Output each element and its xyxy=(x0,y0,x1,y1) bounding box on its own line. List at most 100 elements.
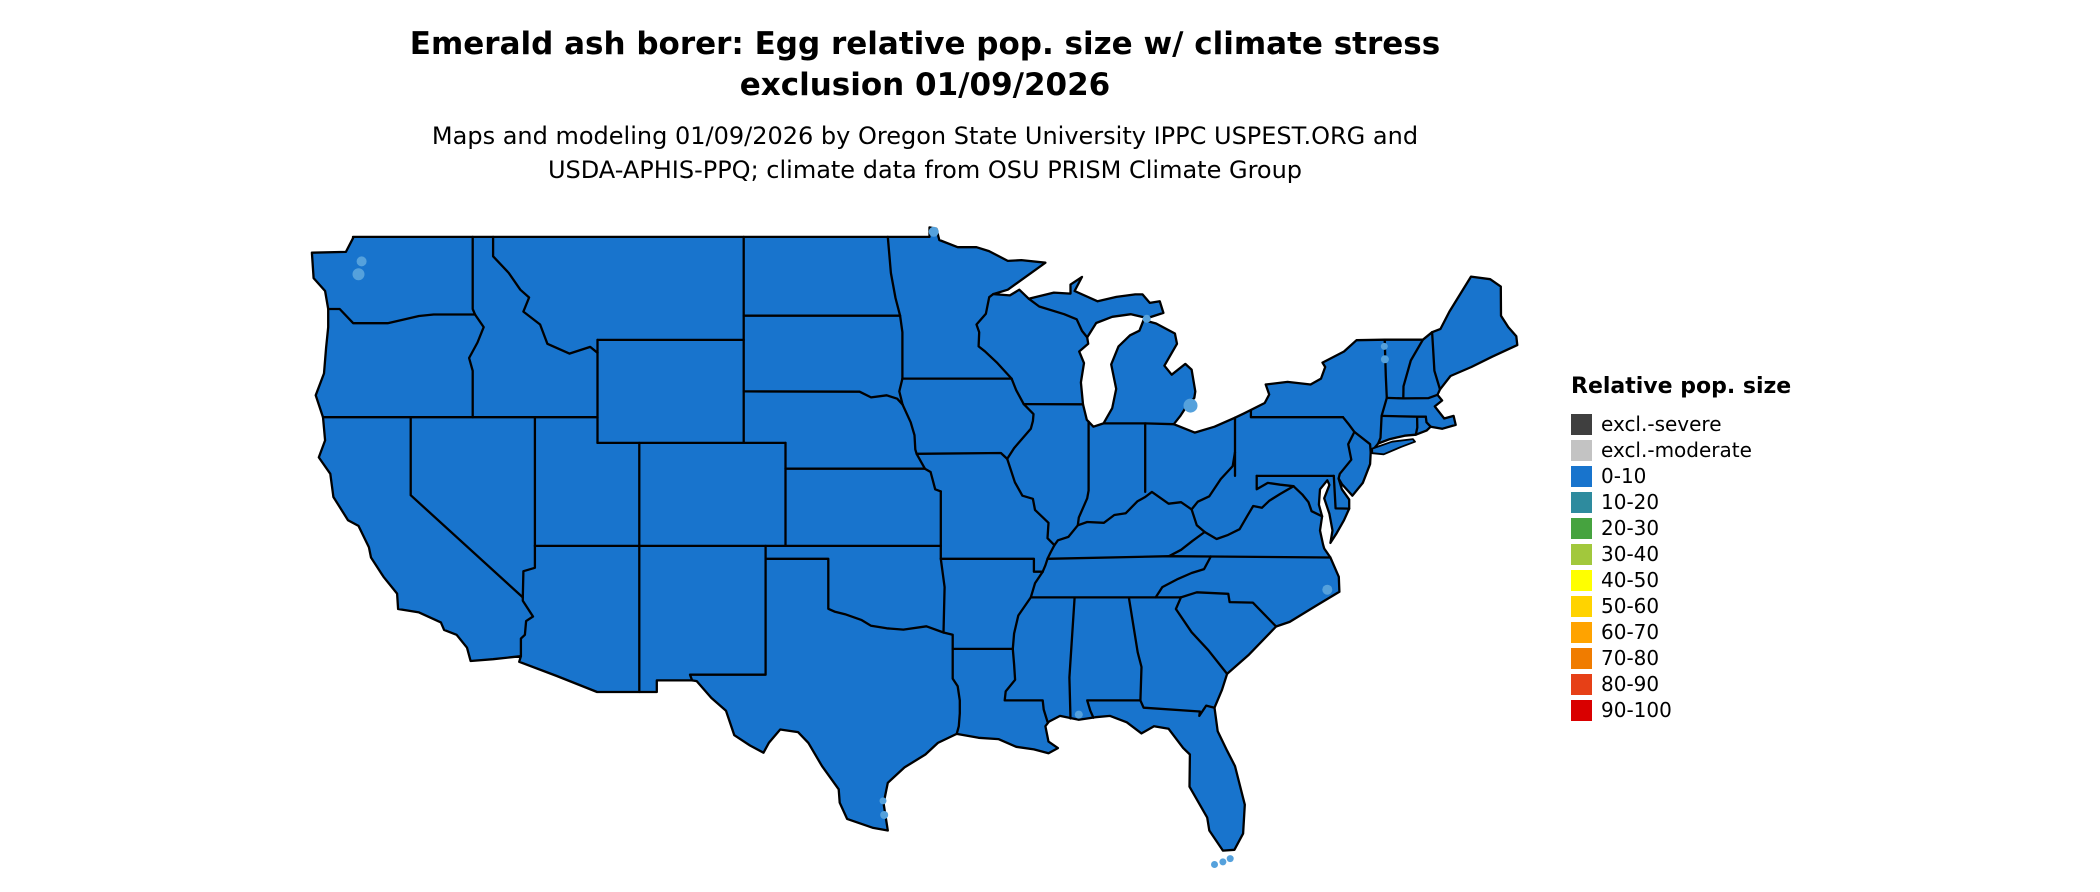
state-border-line xyxy=(1377,338,1388,445)
state-border-line xyxy=(1203,485,1295,541)
map-subtitle-line1: Maps and modeling 01/09/2026 by Oregon S… xyxy=(431,122,1419,150)
legend-label: 30-40 xyxy=(1601,542,1660,566)
water-mark xyxy=(879,797,887,805)
water-mark xyxy=(1183,398,1198,413)
legend-item: 0-10 xyxy=(1571,463,1791,489)
state-border-line xyxy=(467,313,485,419)
water-mark xyxy=(880,811,889,819)
state-border-line xyxy=(491,235,599,355)
state-border-line xyxy=(1102,422,1175,426)
legend-item: excl.-severe xyxy=(1571,411,1791,437)
legend-label: 10-20 xyxy=(1601,490,1660,514)
state-border-line xyxy=(1414,415,1419,436)
legend-item: 20-30 xyxy=(1571,515,1791,541)
state-border-line xyxy=(1154,555,1212,599)
us-map-svg xyxy=(310,226,1519,868)
legend-swatch xyxy=(1571,491,1592,513)
state-border-line xyxy=(1139,699,1216,718)
state-border-line xyxy=(1249,409,1345,419)
legend-label: 60-70 xyxy=(1601,620,1660,644)
state-border-line xyxy=(1068,596,1076,720)
legend-swatch xyxy=(1571,413,1592,435)
legend: Relative pop. size excl.-severe excl.-mod… xyxy=(1571,374,1791,723)
legend-label: excl.-moderate xyxy=(1601,438,1752,462)
state-border-line xyxy=(942,631,961,736)
water-mark xyxy=(1142,314,1151,323)
state-border-line xyxy=(1337,416,1356,480)
legend-swatch xyxy=(1571,595,1592,617)
state-border-line xyxy=(939,557,1044,573)
water-mark xyxy=(356,256,367,267)
state-border-line xyxy=(1027,297,1089,339)
water-mark xyxy=(928,226,939,237)
legend-item: 50-60 xyxy=(1571,593,1791,619)
legend-item: 60-70 xyxy=(1571,619,1791,645)
water-mark xyxy=(1322,584,1333,595)
state-border-line xyxy=(939,557,946,634)
state-border-line xyxy=(1167,530,1206,558)
legend-swatch xyxy=(1571,543,1592,565)
state-border-line xyxy=(764,544,945,634)
state-border-line xyxy=(1332,474,1351,510)
subtitle-block: Maps and modeling 01/09/2026 by Oregon S… xyxy=(0,119,1850,187)
state-border-line xyxy=(1190,508,1206,534)
legend-item: excl.-moderate xyxy=(1571,437,1791,463)
water-mark xyxy=(1074,710,1083,719)
map-title-line2: exclusion 01/09/2026 xyxy=(739,67,1111,103)
state-border-line xyxy=(688,557,767,682)
state-border-line xyxy=(915,451,1009,461)
state-border-line xyxy=(1174,596,1229,676)
state-border-line xyxy=(1179,591,1278,628)
state-border-line xyxy=(1424,415,1432,428)
us-map xyxy=(300,213,1530,885)
state-border-line xyxy=(1076,420,1090,527)
state-border-line xyxy=(1053,451,1237,547)
state-border-line xyxy=(409,416,535,658)
legend-swatch xyxy=(1571,569,1592,591)
map-subtitle-line2: USDA-APHIS-PPQ; climate data from OSU PR… xyxy=(547,156,1303,184)
legend-item: 40-50 xyxy=(1571,567,1791,593)
legend-label: 40-50 xyxy=(1601,568,1660,592)
legend-item: 70-80 xyxy=(1571,645,1791,671)
legend-swatch xyxy=(1571,621,1592,643)
state-border-line xyxy=(1003,647,1049,723)
water-mark xyxy=(1219,858,1227,866)
state-border-line xyxy=(327,307,477,325)
water-mark xyxy=(352,268,365,281)
state-border-line xyxy=(1011,570,1044,651)
legend-label: 20-30 xyxy=(1601,516,1660,540)
legend-swatch xyxy=(1571,673,1592,695)
legend-item: 90-100 xyxy=(1571,697,1791,723)
water-mark xyxy=(1226,855,1234,863)
state-border-line xyxy=(1353,430,1372,454)
state-border-line xyxy=(1292,485,1324,518)
legend-swatch xyxy=(1571,517,1592,539)
state-border-line xyxy=(886,235,904,406)
state-border-line xyxy=(1430,331,1442,391)
us-mainland-shape xyxy=(310,226,1519,852)
title-block: Emerald ash borer: Egg relative pop. siz… xyxy=(0,24,1850,187)
state-border-line xyxy=(1046,555,1332,560)
legend-title: Relative pop. size xyxy=(1571,374,1792,399)
legend-item: 30-40 xyxy=(1571,541,1791,567)
legend-items: excl.-severe excl.-moderate 0-10 10-20 20-30… xyxy=(1571,411,1791,723)
legend-label: excl.-severe xyxy=(1601,412,1722,436)
legend-label: 80-90 xyxy=(1601,672,1660,696)
legend-swatch xyxy=(1571,699,1592,721)
state-border-line xyxy=(1380,414,1427,418)
map-title-line1: Emerald ash borer: Egg relative pop. siz… xyxy=(409,26,1441,62)
state-border-line xyxy=(742,390,904,406)
state-border-line xyxy=(1385,393,1439,400)
legend-swatch xyxy=(1571,465,1592,487)
state-border-line xyxy=(1255,474,1295,491)
state-border-line xyxy=(521,544,537,599)
legend-swatch xyxy=(1571,439,1592,461)
state-border-line xyxy=(1402,338,1425,400)
legend-item: 10-20 xyxy=(1571,489,1791,515)
state-border-line xyxy=(975,292,1056,547)
legend-label: 90-100 xyxy=(1601,698,1672,722)
state-border-line xyxy=(471,235,477,316)
water-mark xyxy=(1380,342,1388,350)
water-mark xyxy=(1380,355,1389,364)
legend-item: 80-90 xyxy=(1571,671,1791,697)
